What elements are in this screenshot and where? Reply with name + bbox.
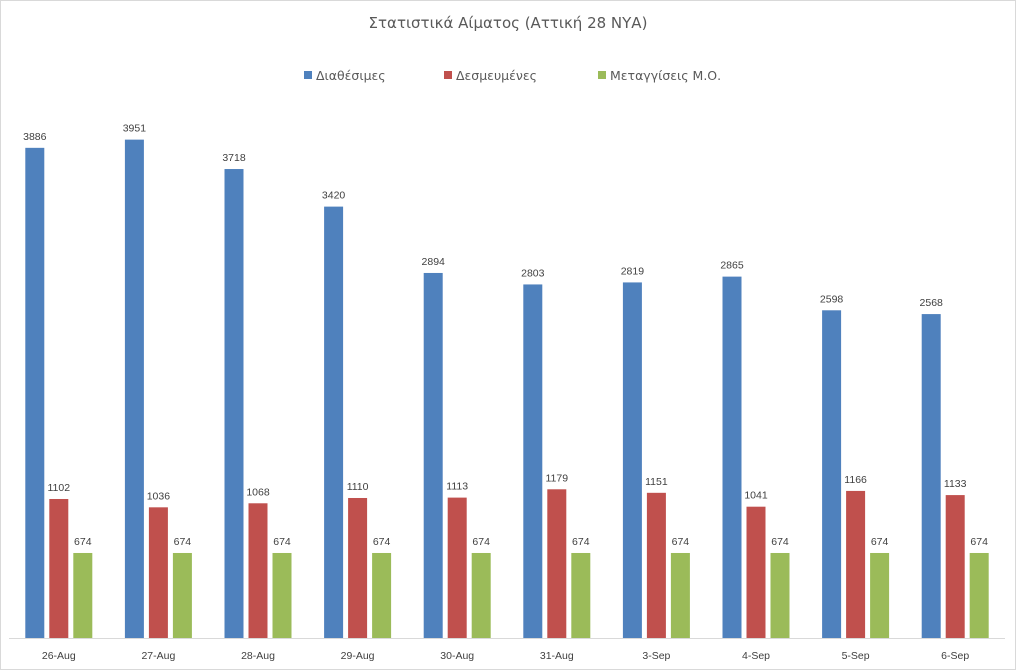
bar bbox=[722, 276, 742, 638]
data-label: 1179 bbox=[546, 472, 569, 484]
data-label: 1133 bbox=[944, 478, 967, 490]
data-label: 3718 bbox=[222, 152, 246, 164]
data-label: 3420 bbox=[322, 190, 346, 202]
legend-swatch bbox=[444, 71, 452, 79]
data-label: 2803 bbox=[521, 267, 545, 279]
data-label: 1166 bbox=[844, 474, 867, 486]
data-label: 674 bbox=[572, 536, 590, 548]
data-label: 674 bbox=[74, 536, 92, 548]
legend-swatch bbox=[598, 71, 606, 79]
bar bbox=[25, 147, 45, 638]
data-label: 674 bbox=[871, 536, 889, 548]
data-label: 1113 bbox=[446, 481, 468, 493]
data-label: 674 bbox=[970, 536, 988, 548]
x-tick-label: 28-Aug bbox=[241, 650, 275, 662]
data-label: 3951 bbox=[123, 123, 147, 135]
data-label: 2568 bbox=[920, 297, 944, 309]
bar bbox=[969, 552, 989, 638]
bar bbox=[746, 506, 766, 638]
x-tick-label: 6-Sep bbox=[941, 650, 969, 662]
x-tick-label: 30-Aug bbox=[440, 650, 474, 662]
bar bbox=[670, 552, 690, 638]
data-label: 674 bbox=[174, 536, 192, 548]
bar bbox=[172, 552, 192, 638]
bar bbox=[622, 282, 642, 638]
bar bbox=[921, 314, 941, 638]
data-label: 2819 bbox=[621, 265, 645, 277]
data-label: 1151 bbox=[645, 476, 668, 488]
data-label: 2894 bbox=[422, 256, 446, 268]
bar bbox=[523, 284, 543, 638]
bar bbox=[248, 503, 268, 638]
bar bbox=[348, 497, 368, 638]
x-tick-label: 3-Sep bbox=[642, 650, 670, 662]
bar bbox=[73, 552, 93, 638]
data-label: 674 bbox=[771, 536, 789, 548]
bar bbox=[822, 310, 842, 638]
data-label: 3886 bbox=[23, 131, 47, 143]
x-tick-label: 5-Sep bbox=[842, 650, 870, 662]
data-label: 674 bbox=[672, 536, 690, 548]
legend-label: Μεταγγίσεις Μ.Ο. bbox=[610, 68, 721, 83]
bar bbox=[471, 552, 491, 638]
data-label: 2598 bbox=[820, 293, 844, 305]
data-label: 2865 bbox=[720, 260, 744, 272]
bar bbox=[846, 490, 866, 638]
data-label: 674 bbox=[273, 536, 291, 548]
bar bbox=[870, 552, 890, 638]
x-tick-label: 27-Aug bbox=[141, 650, 175, 662]
data-label: 674 bbox=[472, 536, 490, 548]
data-label: 1102 bbox=[48, 482, 71, 494]
legend-swatch bbox=[304, 71, 312, 79]
data-label: 1068 bbox=[246, 486, 270, 498]
bar bbox=[224, 169, 244, 638]
data-label: 1110 bbox=[347, 481, 369, 493]
chart-title: Στατιστικά Αίματος (Αττική 28 ΝΥΑ) bbox=[369, 14, 648, 32]
bar bbox=[124, 139, 144, 638]
bar bbox=[646, 492, 666, 638]
bar bbox=[770, 552, 790, 638]
bar bbox=[49, 498, 69, 638]
data-label: 674 bbox=[373, 536, 391, 548]
x-tick-label: 4-Sep bbox=[742, 650, 770, 662]
data-label: 1041 bbox=[744, 490, 768, 502]
bar bbox=[148, 507, 168, 638]
x-tick-label: 31-Aug bbox=[540, 650, 574, 662]
x-tick-label: 29-Aug bbox=[341, 650, 375, 662]
bar bbox=[372, 552, 392, 638]
legend-label: Δεσμευμένες bbox=[456, 68, 537, 83]
bar bbox=[423, 272, 443, 638]
bar bbox=[272, 552, 292, 638]
legend: Διαθέσιμες Δεσμευμένες Μεταγγίσεις Μ.Ο. bbox=[304, 68, 721, 83]
bar bbox=[324, 206, 344, 638]
bar bbox=[547, 489, 567, 638]
plot-area: 3886 1102 674 26-Aug 3951 1036 674 27-Aug 3718 10… bbox=[9, 123, 1005, 662]
bar bbox=[571, 552, 591, 638]
data-label: 1036 bbox=[147, 490, 171, 502]
x-tick-label: 26-Aug bbox=[42, 650, 76, 662]
bar bbox=[945, 495, 965, 638]
legend-label: Διαθέσιμες bbox=[316, 68, 386, 83]
bar bbox=[447, 497, 467, 638]
